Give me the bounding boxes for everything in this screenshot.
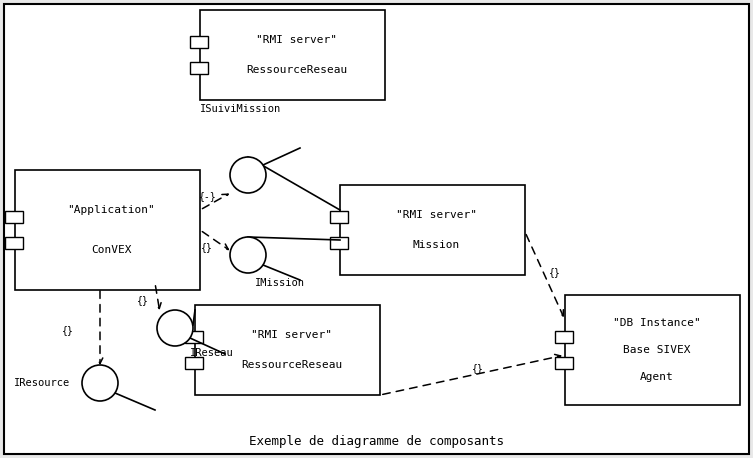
Bar [340, 185, 525, 275]
Bar [185, 357, 203, 369]
Text: Exemple de diagramme de composants: Exemple de diagramme de composants [249, 436, 504, 448]
Bar [555, 331, 573, 343]
Text: Agent: Agent [639, 372, 673, 382]
Bar [330, 237, 348, 249]
Text: IMission: IMission [255, 278, 305, 288]
Text: Base SIVEX: Base SIVEX [623, 345, 691, 355]
Bar [190, 62, 208, 74]
Text: {}: {} [549, 267, 561, 277]
Text: "RMI server": "RMI server" [251, 330, 332, 340]
Text: RessourceReseau: RessourceReseau [246, 65, 347, 75]
Bar [5, 211, 23, 223]
Bar [565, 295, 740, 405]
Circle shape [157, 310, 193, 346]
Text: IReseau: IReseau [190, 348, 233, 358]
Bar [15, 170, 200, 290]
Text: "RMI server": "RMI server" [396, 210, 477, 220]
Text: {-}: {-} [200, 191, 217, 201]
Text: "RMI server": "RMI server" [256, 35, 337, 45]
Text: ConVEX: ConVEX [91, 245, 132, 255]
Text: RessourceReseau: RessourceReseau [241, 360, 342, 370]
Text: IResource: IResource [14, 378, 70, 388]
Text: "DB Instance": "DB Instance" [613, 317, 700, 327]
Text: "Application": "Application" [68, 205, 155, 215]
Text: {}: {} [472, 363, 484, 373]
Text: Mission: Mission [413, 240, 460, 250]
Bar [330, 211, 348, 223]
Bar [5, 237, 23, 249]
Bar [555, 357, 573, 369]
Bar [190, 36, 208, 48]
Text: {}: {} [137, 295, 149, 305]
Circle shape [230, 157, 266, 193]
Circle shape [230, 237, 266, 273]
Circle shape [82, 365, 118, 401]
Bar [200, 10, 385, 100]
Text: {}: {} [201, 242, 213, 252]
Text: ISuiviMission: ISuiviMission [200, 104, 282, 114]
Bar [195, 305, 380, 395]
Text: {}: {} [62, 325, 74, 335]
Bar [185, 331, 203, 343]
